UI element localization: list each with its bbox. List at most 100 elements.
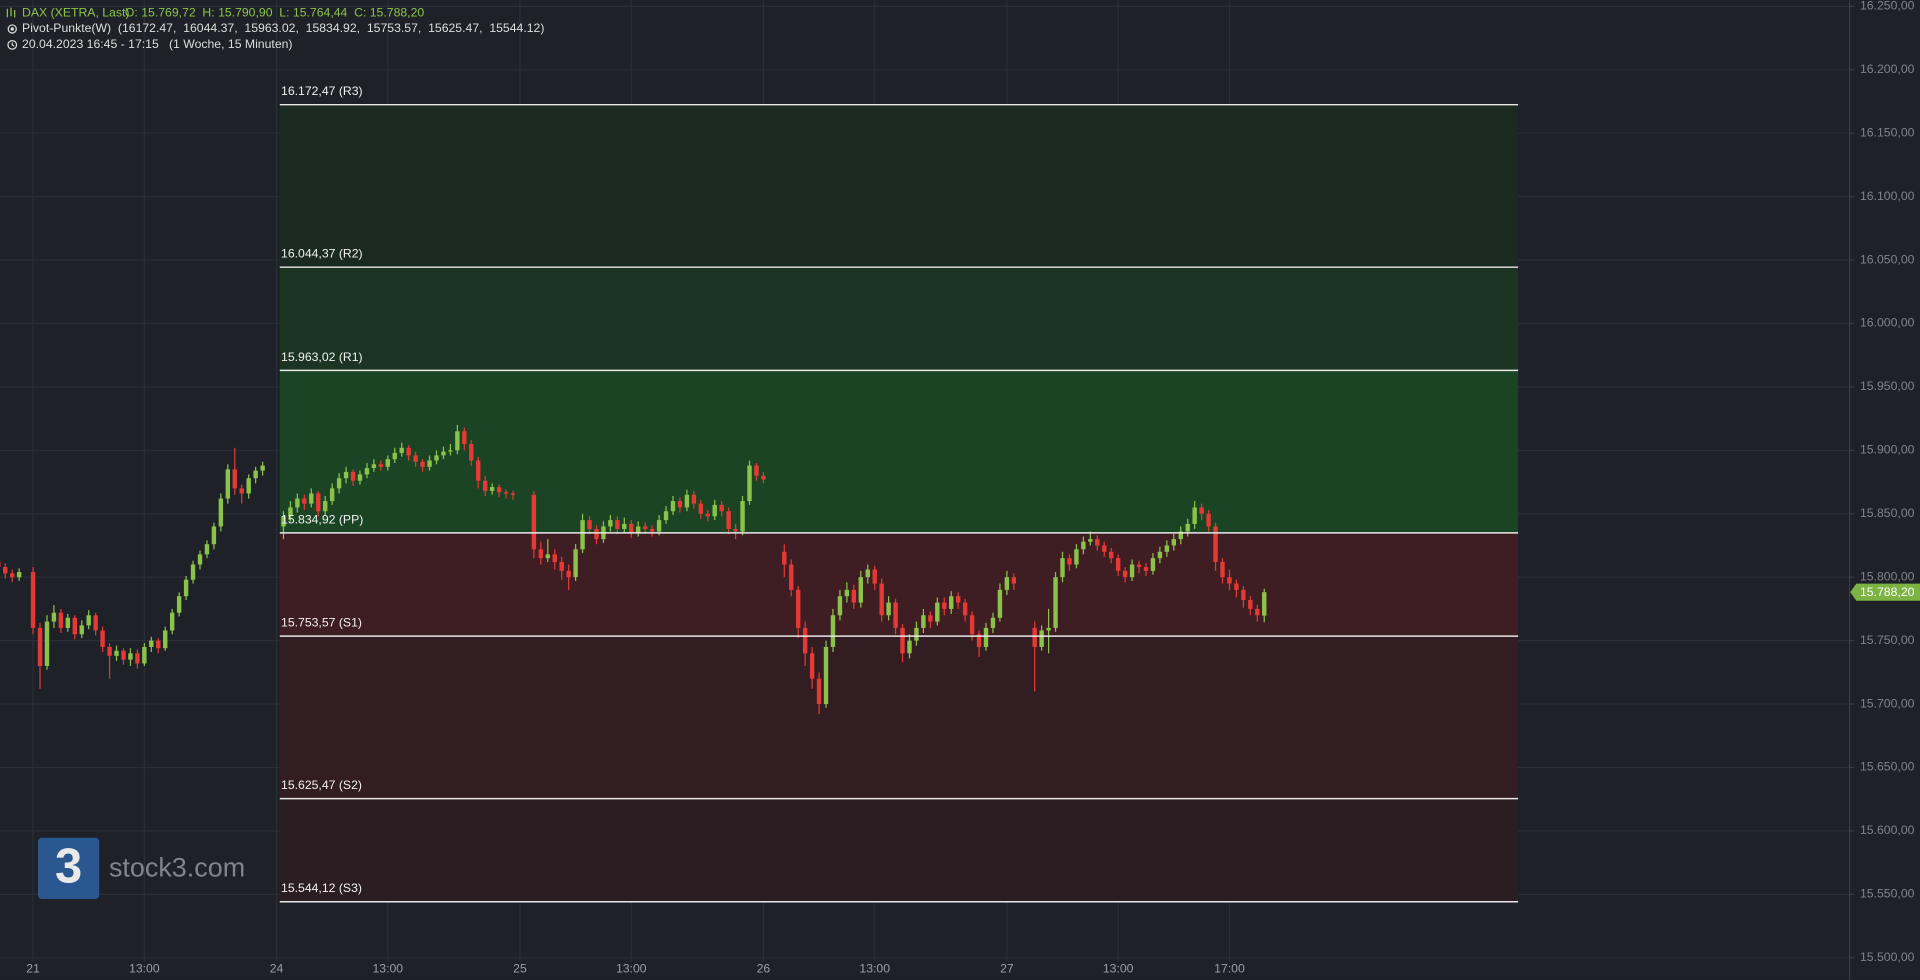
pivot-zone xyxy=(279,798,1519,902)
candle-body xyxy=(677,501,683,508)
candle-body xyxy=(72,617,77,635)
candle-body xyxy=(79,625,84,635)
candle-body xyxy=(552,554,557,562)
candle-body xyxy=(1178,531,1183,540)
indicator-icon xyxy=(7,24,17,34)
watermark-text: stock3.com xyxy=(109,853,245,883)
candle-body xyxy=(420,461,425,467)
candle-body xyxy=(197,554,203,565)
candle-body xyxy=(169,612,175,631)
candle-body xyxy=(350,471,356,481)
candle-body xyxy=(58,612,64,628)
candle-body xyxy=(93,615,98,631)
x-tick-label: 25 xyxy=(513,962,527,976)
candle-body xyxy=(329,488,335,502)
y-tick-label: 15.800,00 xyxy=(1860,569,1915,583)
candle-body xyxy=(482,480,488,491)
candle-body xyxy=(503,492,509,494)
candle-body xyxy=(406,447,411,456)
x-tick-label: 27 xyxy=(1000,962,1014,976)
y-tick-label: 15.750,00 xyxy=(1860,633,1915,647)
y-axis: 16.250,00 16.200,00 16.150,00 16.100,00 16.0… xyxy=(1848,0,1920,964)
candle-body xyxy=(469,443,474,461)
candle-body xyxy=(323,501,328,512)
candle-body xyxy=(740,501,745,532)
candle-body xyxy=(149,640,154,647)
x-tick-label: 26 xyxy=(757,962,771,976)
candle-body xyxy=(1032,627,1037,647)
candle-body xyxy=(1115,558,1121,571)
candle-body xyxy=(434,455,439,461)
candle-body xyxy=(580,520,585,550)
candle-body xyxy=(448,450,453,452)
candle-body xyxy=(16,572,22,578)
pivot-label: 15.753,57 (S1) xyxy=(281,615,362,629)
candle-body xyxy=(1088,539,1093,542)
x-tick-label: 13:00 xyxy=(616,962,647,976)
candle-body xyxy=(733,528,738,532)
candle-body xyxy=(942,602,947,609)
pivot-label: 15.625,47 (S2) xyxy=(281,778,362,792)
candle-body xyxy=(566,570,571,578)
candle-body xyxy=(879,583,884,616)
pivot-label: 15.963,02 (R1) xyxy=(281,350,363,364)
candle-body xyxy=(142,646,147,664)
y-tick-label: 16.150,00 xyxy=(1860,125,1915,139)
y-tick-label: 16.050,00 xyxy=(1860,252,1915,266)
candle-body xyxy=(761,475,766,480)
candle-body xyxy=(1241,589,1246,601)
candle-body xyxy=(510,493,516,495)
y-tick-label: 16.250,00 xyxy=(1860,0,1915,13)
candle-body xyxy=(51,612,57,622)
candle-body xyxy=(336,478,342,489)
candle-body xyxy=(1199,507,1204,514)
candle-body xyxy=(698,503,704,514)
candle-body xyxy=(489,487,495,491)
candle-body xyxy=(802,627,808,654)
candle-body xyxy=(928,615,933,622)
x-tick-label: 13:00 xyxy=(372,962,403,976)
candle-body xyxy=(747,465,752,502)
candle-body xyxy=(969,615,975,635)
candle-body xyxy=(907,640,912,654)
watermark-logo: 3 xyxy=(55,840,82,894)
candle-body xyxy=(636,526,641,533)
pivot-zone xyxy=(279,104,1519,268)
candle-body xyxy=(190,564,196,580)
pivot-zone xyxy=(279,370,1519,533)
candle-body xyxy=(462,431,467,444)
candle-body xyxy=(441,451,446,456)
clock-hands xyxy=(11,42,15,47)
x-tick-label: 21 xyxy=(26,962,40,976)
candle-body xyxy=(1255,608,1260,616)
candle-body xyxy=(1185,523,1190,532)
last-price-label: 15.788,20 xyxy=(1860,585,1915,599)
instrument-icon xyxy=(6,7,16,18)
candle-body xyxy=(100,630,105,647)
candle-body xyxy=(935,602,940,622)
candle-body xyxy=(608,520,613,527)
candle-body xyxy=(990,617,996,628)
candle-body xyxy=(253,470,258,479)
candle-body xyxy=(615,520,620,529)
candle-body xyxy=(663,511,669,521)
candle-body xyxy=(1213,526,1218,562)
candle-body xyxy=(900,627,905,654)
header: DAX (XETRA, Last) O: 15.769,72 H: 15.790… xyxy=(6,5,544,51)
candle-body xyxy=(1102,545,1107,552)
candle-body xyxy=(309,493,314,504)
candle-body xyxy=(823,646,829,705)
y-tick-label: 15.600,00 xyxy=(1860,823,1915,837)
candle-body xyxy=(795,589,801,628)
candle-body xyxy=(1262,592,1267,616)
candle-body xyxy=(789,564,794,590)
candle-body xyxy=(622,523,627,529)
x-tick-label: 24 xyxy=(270,962,284,976)
pivot-label: 16.044,37 (R2) xyxy=(281,247,363,261)
clock-icon xyxy=(7,40,18,50)
candle-body xyxy=(837,596,843,616)
candle-body xyxy=(1122,570,1128,578)
candle-body xyxy=(44,621,50,666)
candle-body xyxy=(1136,564,1142,568)
candle-body xyxy=(893,602,898,628)
